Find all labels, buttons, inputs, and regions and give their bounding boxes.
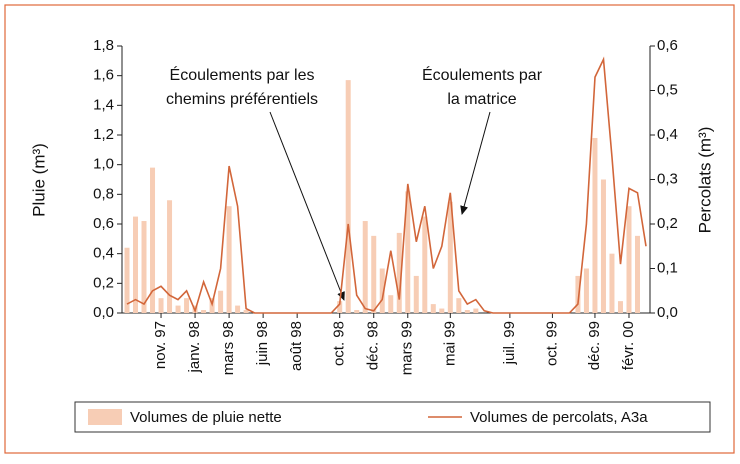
y2-tick-label: 0,0 (657, 304, 678, 321)
bar (167, 200, 173, 313)
y2-tick-label: 0,6 (657, 37, 678, 54)
annotation: Écoulements par (422, 65, 543, 84)
bar (413, 275, 419, 313)
annotation: chemins préférentiels (166, 91, 318, 108)
bar (456, 298, 462, 313)
bar (124, 247, 130, 313)
bar (464, 310, 470, 313)
x-tick-label: nov. 97 (152, 321, 169, 369)
legend-swatch (88, 409, 122, 425)
bar (430, 304, 436, 313)
x-tick-label: déc. 98 (365, 321, 382, 370)
y2-tick-label: 0,3 (657, 170, 678, 187)
bar (371, 235, 377, 313)
bar (243, 310, 249, 313)
line (126, 56, 647, 314)
bar (201, 310, 207, 313)
bar (218, 290, 224, 313)
y2-tick-label: 0,1 (657, 259, 678, 276)
y-tick-label: 1,6 (93, 67, 114, 84)
y-tick-label: 0,8 (93, 185, 114, 202)
bar (235, 305, 241, 313)
x-tick-label: mai 99 (441, 321, 458, 366)
bar (184, 298, 190, 313)
x-tick-label: janv. 98 (186, 321, 203, 373)
annotation: Écoulements par les (170, 65, 315, 84)
y2-tick-label: 0,2 (657, 215, 678, 232)
y2-axis-label: Percolats (m³) (695, 127, 714, 234)
x-tick-label: oct. 98 (331, 321, 348, 366)
bar (345, 80, 351, 313)
y-tick-label: 1,8 (93, 37, 114, 54)
y-tick-label: 0,4 (93, 245, 114, 262)
x-tick-label: juin 98 (254, 321, 271, 366)
x-tick-label: mars 99 (399, 321, 416, 375)
bar (388, 295, 394, 313)
bar (439, 308, 445, 313)
bar (473, 308, 479, 313)
bar (422, 216, 428, 313)
bar (379, 268, 385, 313)
frame (4, 4, 735, 454)
bar (634, 235, 640, 313)
x-tick-label: mars 98 (220, 321, 237, 375)
bar (226, 206, 232, 313)
bar (626, 206, 632, 313)
legend (74, 401, 711, 433)
y-tick-label: 1,0 (93, 156, 114, 173)
bar (133, 216, 139, 313)
x-tick-label: août 98 (288, 321, 305, 371)
y2-tick-label: 0,5 (657, 81, 678, 98)
bar (583, 268, 589, 313)
legend-label: Volumes de percolats, A3a (470, 409, 648, 426)
x-tick-label: juil. 99 (501, 321, 518, 365)
bar (405, 191, 411, 313)
y-tick-label: 1,2 (93, 126, 114, 143)
bar (600, 179, 606, 313)
y-axis-label: Pluie (m³) (29, 143, 48, 217)
y-tick-label: 1,4 (93, 96, 114, 113)
bar (141, 221, 147, 313)
annotation: la matrice (447, 91, 516, 108)
x-tick-label: févr. 00 (620, 321, 637, 370)
bar (158, 298, 164, 313)
bar (617, 301, 623, 313)
y-tick-label: 0,2 (93, 274, 114, 291)
legend-label: Volumes de pluie nette (130, 409, 282, 426)
bar (609, 253, 615, 313)
bar (396, 232, 402, 313)
bar (362, 221, 368, 313)
bar (592, 137, 598, 313)
x-tick-label: oct. 99 (543, 321, 560, 366)
arrow (269, 111, 345, 301)
y-tick-label: 0,6 (93, 215, 114, 232)
arrow (460, 111, 491, 215)
bar (447, 201, 453, 313)
bar (354, 310, 360, 313)
bar (575, 275, 581, 313)
bar (337, 301, 343, 313)
y-tick-label: 0,0 (93, 304, 114, 321)
x-tick-label: déc. 99 (586, 321, 603, 370)
bar (175, 305, 181, 313)
y2-tick-label: 0,4 (657, 126, 678, 143)
bar (150, 167, 156, 313)
